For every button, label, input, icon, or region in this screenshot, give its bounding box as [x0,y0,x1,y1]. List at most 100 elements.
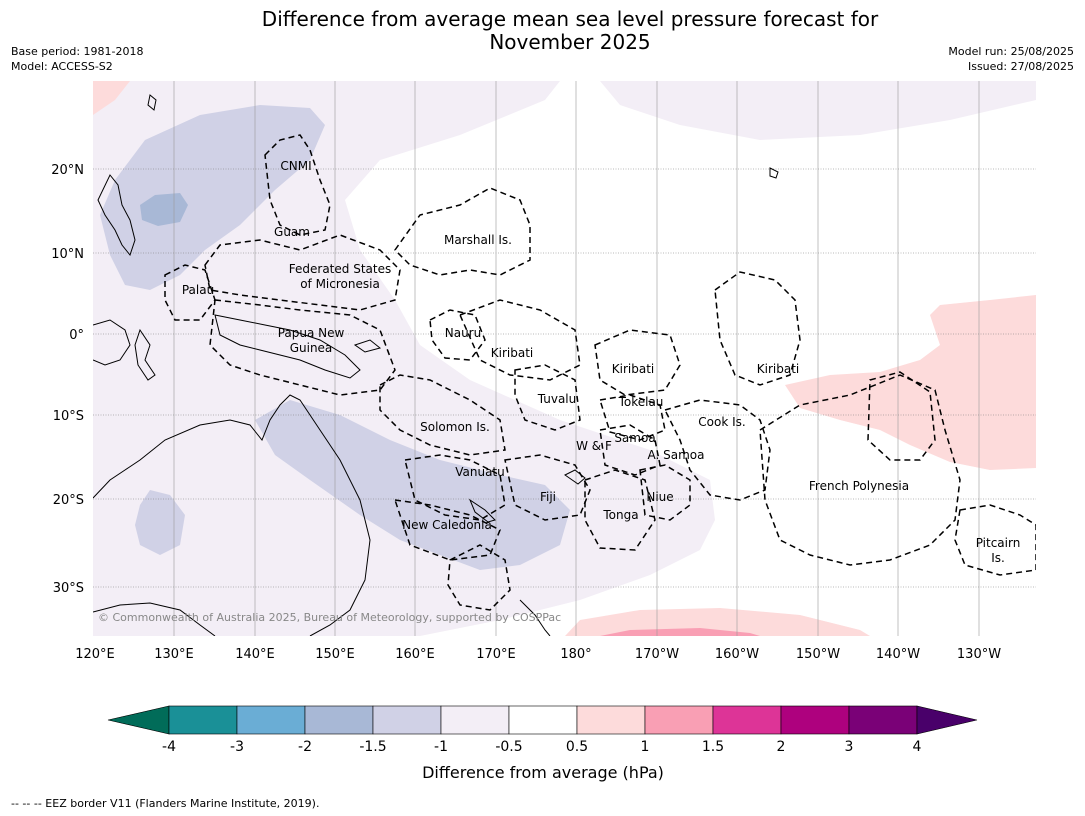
colorbar-swatch [304,705,374,735]
eez-tuvalu [514,364,581,431]
place-labels: CNMI Guam Marshall Is. Federated States … [182,159,1020,565]
label-tuvalu: Tuvalu [537,392,577,406]
colorbar-over-arrow [916,705,978,735]
anomaly-region-blue-core [140,193,188,226]
label-vanuatu: Vanuatu [455,465,505,479]
label-niue: Niue [646,490,673,504]
eez-tonga [584,469,656,551]
label-png-1: Papua New [278,326,345,340]
label-pitcairn-2: Is. [991,551,1005,565]
lon-label: 140°W [876,647,920,662]
colorbar-swatch [576,705,646,735]
new-caledonia [468,498,496,523]
colorbar-tick-label: -1 [434,739,448,755]
label-cook: Cook Is. [698,415,745,429]
lat-label: 20°S [53,493,84,508]
eez-newcal [393,499,501,561]
label-samoa: Samoa [614,431,655,445]
lon-label: 130°E [154,647,194,662]
label-fsm-1: Federated States [289,262,391,276]
lat-label: 10°S [53,409,84,424]
label-fsm-2: of Micronesia [300,277,380,291]
colorbar-swatch [236,705,306,735]
colorbar-boxes [107,705,978,735]
title-line-2: November 2025 [489,30,651,54]
colorbar-swatch [848,705,918,735]
pressure-map: CNMI Guam Marshall Is. Federated States … [51,81,1036,662]
colorbar-label: Difference from average (hPa) [422,763,664,782]
eez-fsm [204,234,401,311]
anomaly-region-pink-nw [93,81,130,115]
eez-cnmi [264,134,331,236]
australia-coast [93,394,371,636]
colorbar-swatch [168,705,238,735]
colorbar-tick-label: -2 [298,739,312,755]
philippines [97,174,136,257]
label-kiribati-central: Kiribati [612,362,654,376]
copyright-text: © Commonwealth of Australia 2025, Bureau… [98,611,561,624]
lon-label: 140°E [235,647,275,662]
fiji-islands [564,469,586,485]
sulawesi [134,328,156,381]
model-run: Model run: 25/08/2025 [948,45,1074,58]
colorbar-tick-label: 4 [913,739,922,755]
colorbar-tick-label: 1 [641,739,650,755]
eez-norfolk [447,544,511,611]
lon-label: 150°W [796,647,840,662]
label-kiribati-east: Kiribati [757,362,799,376]
map-area: CNMI Guam Marshall Is. Federated States … [93,81,1036,636]
label-png-2: Guinea [290,341,333,355]
colorbar-tick-label: 0.5 [566,739,588,755]
meta-right: Model run: 25/08/2025 Issued: 27/08/2025 [948,44,1074,74]
meta-left: Base period: 1981-2018 Model: ACCESS-S2 [11,44,143,74]
lat-label: 20°N [51,163,84,178]
colorbar-swatch [508,705,578,735]
anomaly-region-pink-south [565,608,870,636]
borneo-sulawesi [93,319,131,366]
lon-label: 130°W [957,647,1001,662]
model-name: Model: ACCESS-S2 [11,60,113,73]
label-tonga: Tonga [602,508,638,522]
eez-footnote: -- -- -- EEZ border V11 (Flanders Marine… [11,797,320,810]
anomaly-region-rose-south [600,628,760,636]
label-kiribati-west: Kiribati [491,346,533,360]
colorbar-tick-label: -3 [230,739,244,755]
grid-lines [93,168,1036,588]
label-marshall: Marshall Is. [444,233,512,247]
title-line-1: Difference from average mean sea level p… [261,7,879,31]
base-period: Base period: 1981-2018 [11,45,144,58]
label-new-caledonia: New Caledonia [402,518,492,532]
colorbar-under-arrow [107,705,170,735]
colorbar-tick-label: -1.5 [359,739,386,755]
colorbar-swatch [644,705,714,735]
colorbar-tick-label: -4 [162,739,176,755]
label-palau: Palau [182,283,214,297]
label-american-samoa: A. Samoa [648,448,705,462]
colorbar-swatch [780,705,850,735]
eez-niue [639,464,691,521]
australia-south-coast [93,602,216,636]
longitude-labels: 120°E 130°E 140°E 150°E 160°E 170°E 180°… [75,647,1001,662]
eez-french-polynesia [759,374,961,566]
eez-solomon [379,374,506,456]
label-nauru: Nauru [445,326,481,340]
anomaly-region-pink-east [785,295,1036,470]
lon-label: 170°W [635,647,679,662]
label-solomon: Solomon Is. [420,420,490,434]
label-cnmi: CNMI [280,159,311,173]
label-pitcairn-1: Pitcairn [976,536,1021,550]
colorbar-swatch [372,705,442,735]
eez-vanuatu [404,454,506,521]
lon-label: 160°W [715,647,759,662]
anomaly-region-lavender [93,81,715,636]
taiwan [147,94,157,111]
label-french-polynesia: French Polynesia [809,479,909,493]
eez-kiribati-w [458,299,581,381]
colorbar-tick-label: 3 [845,739,854,755]
new-guinea-coast [214,314,361,379]
eez-samoa [599,424,661,476]
new-britain [353,339,382,353]
label-guam: Guam [274,225,310,239]
colorbar-tick-label: 2 [777,739,786,755]
label-fiji: Fiji [540,490,556,504]
